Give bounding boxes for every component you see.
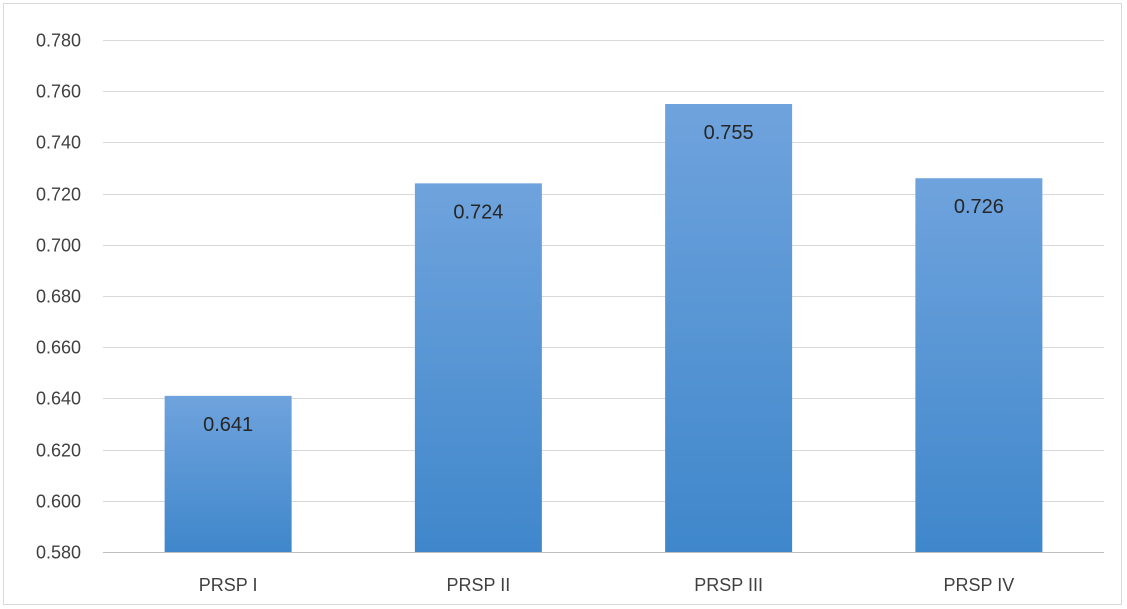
y-tick-label: 0.780 (36, 31, 81, 51)
data-label: 0.726 (954, 196, 1004, 218)
y-tick-label: 0.700 (36, 236, 81, 256)
x-tick-label: PRSP III (694, 575, 763, 595)
data-label: 0.724 (453, 201, 503, 223)
x-tick-label: PRSP I (199, 575, 258, 595)
data-label: 0.755 (704, 122, 754, 144)
bar-prsp-i (164, 395, 292, 552)
bar-prsp-ii (414, 183, 542, 553)
y-tick-label: 0.660 (36, 338, 81, 358)
labels: 0.580 0.600 0.620 0.640 0.660 0.680 0.700 0.720… (36, 31, 1014, 596)
y-tick-label: 0.680 (36, 287, 81, 307)
y-tick-label: 0.720 (36, 185, 81, 205)
y-tick-label: 0.620 (36, 441, 81, 461)
x-tick-label: PRSP II (447, 575, 511, 595)
y-tick-label: 0.760 (36, 82, 81, 102)
y-tick-label: 0.600 (36, 492, 81, 512)
bars (164, 104, 1043, 553)
y-tick-label: 0.740 (36, 133, 81, 153)
y-tick-label: 0.640 (36, 389, 81, 409)
y-tick-label: 0.580 (36, 543, 81, 563)
x-tick-label: PRSP IV (944, 575, 1015, 595)
data-label: 0.641 (203, 414, 253, 436)
bar-prsp-iii (665, 104, 793, 552)
bar-prsp-iv (915, 178, 1043, 553)
